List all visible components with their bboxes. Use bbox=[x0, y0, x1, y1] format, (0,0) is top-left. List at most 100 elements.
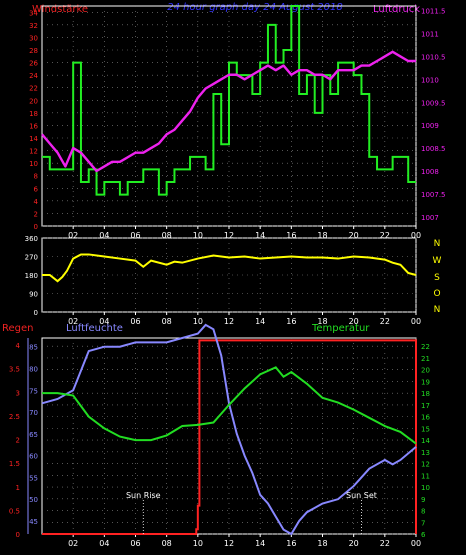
temperature-series-line bbox=[42, 366, 417, 445]
humidity-tick-label: 70 bbox=[29, 409, 38, 417]
pressure-tick-label: 1009.5 bbox=[421, 99, 446, 107]
x-tick-label: 00 bbox=[411, 539, 421, 548]
x-tick-label: 12 bbox=[224, 317, 234, 326]
temperature-tick-label: 15 bbox=[421, 425, 430, 433]
pressure-tick-label: 1010.5 bbox=[421, 53, 446, 61]
pressure-tick-label: 1008 bbox=[421, 168, 439, 176]
temperature-tick-label: 11 bbox=[421, 472, 430, 480]
x-tick-label: 10 bbox=[193, 231, 203, 240]
x-tick-label: 16 bbox=[286, 539, 296, 548]
panel3-series bbox=[41, 323, 417, 536]
wind-tick-label: 14 bbox=[29, 135, 38, 143]
temperature-tick-label: 8 bbox=[421, 508, 425, 516]
x-tick-label: 22 bbox=[380, 231, 390, 240]
x-tick-label: 12 bbox=[224, 231, 234, 240]
humidity-axis-ticks: 45 50 55 60 65 70 75 80 85 bbox=[27, 338, 38, 534]
compass-label: N bbox=[434, 239, 441, 249]
rain-axis-title: Regen bbox=[2, 323, 34, 334]
x-tick-label: 20 bbox=[349, 231, 359, 240]
humidity-tick-label: 85 bbox=[29, 344, 38, 352]
rain-tick-label: 4 bbox=[16, 342, 21, 350]
x-tick-label: 22 bbox=[380, 317, 390, 326]
chart-title: 24 hour graph day 24 August 2018 bbox=[167, 2, 343, 13]
rain-tick-label: 0 bbox=[16, 531, 20, 539]
temperature-tick-label: 22 bbox=[421, 343, 430, 351]
x-tick-label: 10 bbox=[193, 539, 203, 548]
direction-tick-label: 180 bbox=[25, 272, 38, 280]
x-tick-label: 02 bbox=[68, 231, 78, 240]
x-tick-label: 20 bbox=[349, 539, 359, 548]
wind-axis-title: Windstärke bbox=[32, 4, 88, 15]
sun-annotations: Sun Rise Sun Set bbox=[126, 491, 377, 534]
wind-tick-label: 34 bbox=[29, 9, 38, 17]
temperature-tick-label: 16 bbox=[421, 414, 430, 422]
temperature-tick-label: 10 bbox=[421, 484, 430, 492]
sun-marker-label: Sun Rise bbox=[126, 491, 161, 500]
panel1-series bbox=[41, 5, 416, 196]
x-tick-label: 14 bbox=[255, 317, 265, 326]
x-tick-label: 08 bbox=[162, 539, 172, 548]
humidity-tick-label: 60 bbox=[29, 453, 38, 461]
temperature-tick-label: 18 bbox=[421, 390, 430, 398]
x-tick-label: 06 bbox=[130, 231, 140, 240]
x-tick-label: 16 bbox=[286, 231, 296, 240]
temperature-tick-label: 7 bbox=[421, 519, 425, 527]
wind-tick-label: 18 bbox=[29, 110, 38, 118]
x-tick-label: 18 bbox=[317, 539, 327, 548]
x-tick-label: 08 bbox=[162, 231, 172, 240]
wind-tick-label: 22 bbox=[29, 85, 38, 93]
pressure-tick-label: 1009 bbox=[421, 122, 439, 130]
humidity-tick-label: 65 bbox=[29, 431, 38, 439]
pressure-tick-label: 1010 bbox=[421, 76, 439, 84]
rain-tick-label: 3 bbox=[16, 389, 20, 397]
x-tick-label: 16 bbox=[286, 317, 296, 326]
humidity-tick-label: 80 bbox=[29, 365, 38, 373]
humidity-tick-label: 50 bbox=[29, 496, 38, 504]
temperature-tick-label: 17 bbox=[421, 402, 430, 410]
panel2-x-ticks: 02 04 06 08 10 12 14 16 18 20 22 00 bbox=[68, 312, 421, 326]
direction-series-line bbox=[42, 253, 417, 283]
x-tick-label: 14 bbox=[255, 231, 265, 240]
pressure-tick-label: 1007 bbox=[421, 214, 439, 222]
x-tick-label: 04 bbox=[99, 539, 109, 548]
wind-tick-label: 6 bbox=[34, 185, 39, 193]
rain-series-line bbox=[42, 339, 417, 535]
x-tick-label: 18 bbox=[317, 317, 327, 326]
temperature-tick-label: 19 bbox=[421, 378, 430, 386]
compass-label: W bbox=[433, 256, 442, 266]
humidity-tick-label: 75 bbox=[29, 387, 38, 395]
x-tick-label: 04 bbox=[99, 317, 109, 326]
x-tick-label: 20 bbox=[349, 317, 359, 326]
humidity-series-line bbox=[41, 323, 417, 536]
wind-tick-label: 24 bbox=[29, 72, 38, 80]
wind-tick-label: 16 bbox=[29, 122, 38, 130]
compass-label: S bbox=[434, 273, 440, 283]
x-tick-label: 14 bbox=[255, 539, 265, 548]
pressure-axis-title: Luftdruck bbox=[373, 4, 420, 15]
x-tick-label: 06 bbox=[130, 539, 140, 548]
temperature-axis-ticks: 6 7 8 9 10 11 12 13 14 15 16 17 18 19 20 21 22 bbox=[421, 343, 430, 539]
rain-axis-ticks: 0 0.5 1 1.5 2 2.5 3 3.5 4 bbox=[9, 342, 21, 539]
compass-label: N bbox=[434, 305, 441, 315]
temperature-tick-label: 9 bbox=[421, 496, 425, 504]
temperature-axis-title: Temperatur bbox=[311, 323, 370, 334]
rain-tick-label: 0.5 bbox=[9, 507, 20, 515]
x-tick-label: 06 bbox=[130, 317, 140, 326]
rain-tick-label: 3.5 bbox=[9, 366, 20, 374]
wind-tick-label: 8 bbox=[34, 173, 38, 181]
x-tick-label: 00 bbox=[411, 317, 421, 326]
wind-tick-label: 20 bbox=[29, 97, 38, 105]
pressure-tick-label: 1007.5 bbox=[421, 191, 446, 199]
panel2-series bbox=[42, 253, 417, 283]
direction-tick-label: 90 bbox=[29, 291, 38, 299]
wind-tick-label: 30 bbox=[29, 34, 38, 42]
pressure-axis-ticks: 1007 1007.5 1008 1008.5 1009 1009.5 1010 1010.5… bbox=[421, 8, 446, 222]
pressure-tick-label: 1008.5 bbox=[421, 145, 446, 153]
direction-tick-label: 0 bbox=[34, 309, 38, 317]
wind-tick-label: 12 bbox=[29, 148, 38, 156]
rain-tick-label: 1 bbox=[16, 484, 20, 492]
wind-tick-label: 32 bbox=[29, 22, 38, 30]
rain-tick-label: 2.5 bbox=[9, 413, 20, 421]
